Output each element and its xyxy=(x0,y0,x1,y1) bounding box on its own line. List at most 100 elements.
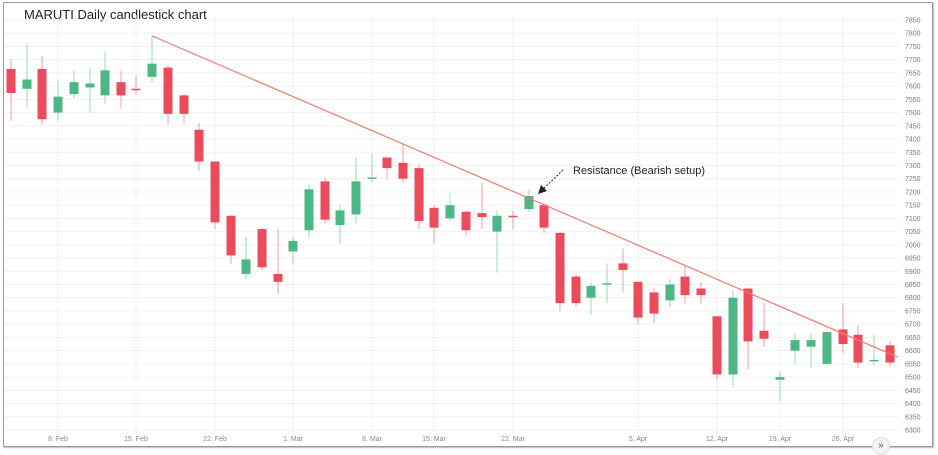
bullish-candle[interactable] xyxy=(665,279,675,307)
bullish-candle[interactable] xyxy=(100,51,110,104)
arrow-head-icon xyxy=(538,185,547,194)
bullish-candle[interactable] xyxy=(806,333,816,368)
y-tick-label: 6550 xyxy=(905,361,921,368)
bearish-candle[interactable] xyxy=(461,210,471,236)
bullish-candle[interactable] xyxy=(53,80,63,121)
bearish-candle[interactable] xyxy=(116,70,126,109)
bearish-candle[interactable] xyxy=(414,164,424,229)
bearish-candle[interactable] xyxy=(838,303,848,354)
x-tick-label: 8. Feb xyxy=(48,436,68,443)
bullish-candle[interactable] xyxy=(586,281,596,315)
y-tick-label: 6300 xyxy=(905,428,921,435)
bearish-candle[interactable] xyxy=(210,161,220,229)
bullish-candle[interactable] xyxy=(351,157,361,224)
bearish-candle[interactable] xyxy=(37,55,47,125)
bullish-candle[interactable] xyxy=(85,67,95,113)
bearish-candle[interactable] xyxy=(680,266,690,304)
y-tick-label: 6900 xyxy=(905,269,921,276)
bearish-candle[interactable] xyxy=(131,75,141,95)
x-tick-label: 15. Mar xyxy=(422,436,446,443)
bearish-candle[interactable] xyxy=(398,144,408,183)
x-tick-label: 26. Apr xyxy=(832,436,855,443)
bullish-candle[interactable] xyxy=(445,193,455,222)
bearish-candle[interactable] xyxy=(194,123,204,171)
bearish-candle[interactable] xyxy=(743,288,753,370)
bearish-candle[interactable] xyxy=(539,202,549,233)
navigate-forward-button[interactable]: » xyxy=(872,437,890,455)
bearish-candle[interactable] xyxy=(853,325,863,368)
y-tick-label: 6950 xyxy=(905,256,921,263)
bullish-candle[interactable] xyxy=(69,70,79,99)
y-tick-label: 7650 xyxy=(905,70,921,77)
y-tick-label: 7200 xyxy=(905,189,921,196)
bullish-candle[interactable] xyxy=(790,333,800,364)
bearish-candle[interactable] xyxy=(429,205,439,244)
y-tick-label: 7400 xyxy=(905,137,921,144)
bullish-candle[interactable] xyxy=(602,263,612,304)
y-tick-label: 7850 xyxy=(905,18,921,25)
y-tick-label: 7050 xyxy=(905,229,921,236)
bullish-candle[interactable] xyxy=(241,236,251,280)
bullish-candle[interactable] xyxy=(775,371,785,401)
bullish-candle[interactable] xyxy=(524,189,534,212)
bearish-candle[interactable] xyxy=(508,210,518,229)
bullish-candle[interactable] xyxy=(492,210,502,273)
bullish-candle[interactable] xyxy=(147,35,157,83)
bearish-candle[interactable] xyxy=(618,248,628,293)
bearish-candle[interactable] xyxy=(257,228,267,270)
bullish-candle[interactable] xyxy=(335,205,345,244)
bearish-candle[interactable] xyxy=(633,281,643,325)
bearish-candle[interactable] xyxy=(571,273,581,307)
y-tick-label: 7250 xyxy=(905,176,921,183)
annotation: Resistance (Bearish setup) xyxy=(538,165,705,194)
bullish-candle[interactable] xyxy=(869,334,879,366)
bullish-candle[interactable] xyxy=(304,184,314,239)
bearish-candle[interactable] xyxy=(649,288,659,323)
bullish-candle[interactable] xyxy=(822,330,832,364)
y-tick-label: 6800 xyxy=(905,295,921,302)
y-tick-label: 6850 xyxy=(905,282,921,289)
bearish-candle[interactable] xyxy=(382,157,392,179)
x-axis: 8. Feb 15. Feb 22. Feb 1. Mar 8. Mar 15. Mar 2… xyxy=(48,436,855,443)
bearish-candle[interactable] xyxy=(712,316,722,380)
y-tick-label: 7150 xyxy=(905,203,921,210)
bearish-candle[interactable] xyxy=(6,58,16,122)
bullish-candle[interactable] xyxy=(288,236,298,265)
trendline xyxy=(151,35,899,358)
x-tick-label: 22. Feb xyxy=(203,436,227,443)
annotation-label: Resistance (Bearish setup) xyxy=(573,165,705,177)
x-tick-label: 5. Apr xyxy=(629,436,648,443)
x-tick-label: 1. Mar xyxy=(283,436,304,443)
bearish-candle[interactable] xyxy=(273,228,283,294)
bearish-candle[interactable] xyxy=(696,281,706,305)
resistance-trendline xyxy=(151,35,899,358)
x-tick-label: 8. Mar xyxy=(362,436,383,443)
bearish-candle[interactable] xyxy=(226,215,236,264)
bullish-candle[interactable] xyxy=(367,153,377,183)
bullish-candle[interactable] xyxy=(728,289,738,387)
bearish-candle[interactable] xyxy=(163,64,173,125)
y-tick-label: 7000 xyxy=(905,242,921,249)
y-tick-label: 6700 xyxy=(905,322,921,329)
y-tick-label: 6750 xyxy=(905,308,921,315)
bearish-candle[interactable] xyxy=(759,303,769,347)
bearish-candle[interactable] xyxy=(477,182,487,229)
y-tick-label: 7450 xyxy=(905,123,921,130)
bullish-candle[interactable] xyxy=(22,43,32,108)
y-tick-label: 7100 xyxy=(905,216,921,223)
y-tick-label: 7300 xyxy=(905,163,921,170)
bearish-candle[interactable] xyxy=(555,231,565,311)
x-tick-label: 22. Mar xyxy=(501,436,525,443)
bearish-candle[interactable] xyxy=(179,94,189,124)
arrow-icon xyxy=(541,169,564,191)
y-tick-label: 7750 xyxy=(905,44,921,51)
grid-lines xyxy=(5,15,898,436)
y-tick-label: 7700 xyxy=(905,57,921,64)
y-tick-label: 7550 xyxy=(905,97,921,104)
x-tick-label: 15. Feb xyxy=(124,436,148,443)
y-tick-label: 7350 xyxy=(905,150,921,157)
y-tick-label: 7500 xyxy=(905,110,921,117)
bearish-candle[interactable] xyxy=(320,177,330,224)
y-tick-label: 6500 xyxy=(905,375,921,382)
